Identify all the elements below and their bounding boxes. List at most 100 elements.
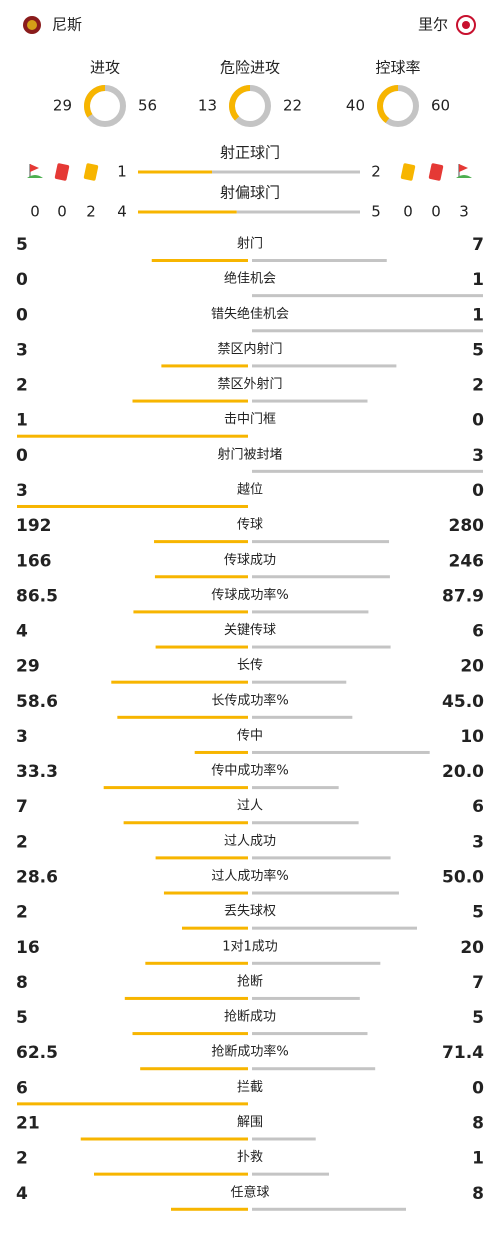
stat-label: 过人 — [237, 799, 263, 814]
stat-home: 0 — [16, 270, 28, 290]
stat-home: 192 — [16, 516, 52, 536]
ring-arc — [229, 85, 251, 121]
stat-label: 长传成功率% — [211, 692, 288, 708]
stat-label: 传球 — [237, 518, 263, 533]
home-bar — [163, 891, 248, 895]
ring-away: 60 — [431, 97, 450, 115]
away-bar — [252, 645, 391, 649]
stat-label: 拦截 — [237, 1080, 263, 1095]
stat-home: 16 — [16, 938, 40, 958]
ring-away: 22 — [283, 97, 302, 115]
stat-away: 20 — [460, 657, 484, 677]
stat-label: 击中门框 — [224, 412, 276, 427]
home-bar — [103, 786, 249, 790]
stat-home: 5 — [16, 235, 28, 255]
home-corners: 0 — [30, 203, 40, 221]
stat-home: 58.6 — [16, 692, 58, 712]
stat-label: 抢断成功 — [224, 1009, 276, 1025]
stat-away: 20 — [460, 938, 484, 958]
stat-label: 抢断成功率% — [211, 1044, 288, 1060]
stat-label: 抢断 — [237, 973, 263, 989]
stat-away: 0 — [472, 411, 484, 431]
stat-label: 错失绝佳机会 — [211, 306, 289, 322]
home-team: 尼斯 — [52, 16, 82, 34]
stat-home: 62.5 — [16, 1043, 58, 1063]
home-bar — [145, 961, 248, 965]
stat-home: 2 — [16, 832, 28, 852]
stat-away: 8 — [472, 1184, 484, 1204]
away-bar — [252, 259, 387, 262]
stat-away: 2 — [472, 376, 484, 396]
ring-label: 进攻 — [90, 59, 120, 77]
stat-away: 71.4 — [442, 1043, 484, 1063]
away-logo — [456, 15, 476, 35]
stat-label: 1对1成功 — [222, 939, 278, 954]
away-bar — [252, 575, 390, 579]
home-bar — [194, 750, 248, 754]
stat-label: 关键传球 — [224, 623, 276, 638]
stat-away: 1 — [472, 305, 484, 325]
stat-home: 5 — [16, 1008, 28, 1028]
ring-home: 40 — [346, 97, 365, 115]
stat-away: 45.0 — [442, 692, 484, 712]
home-bar — [171, 1207, 248, 1211]
stat-away: 3 — [472, 832, 484, 852]
ring-label: 危险进攻 — [220, 59, 280, 77]
away-bar — [252, 680, 347, 684]
home-bar — [155, 645, 248, 649]
stat-home: 29 — [16, 657, 40, 677]
stat-label: 任意球 — [230, 1184, 269, 1200]
away-bar — [252, 715, 353, 719]
flag-icon — [30, 164, 39, 172]
stat-home: 3 — [16, 727, 28, 747]
home-bar — [132, 399, 248, 403]
stat-label: 扑救 — [237, 1149, 263, 1165]
away-bar — [252, 891, 399, 895]
home-bar — [155, 856, 248, 860]
stat-label: 禁区外射门 — [217, 376, 282, 392]
home-red: 0 — [57, 203, 67, 221]
home-bar — [94, 1172, 248, 1176]
stat-home: 1 — [16, 411, 28, 431]
card-icon — [400, 163, 416, 181]
stat-home: 6 — [16, 1078, 28, 1098]
home-bar — [111, 680, 249, 684]
stat-away: 7 — [472, 235, 484, 255]
stat-away: 50.0 — [442, 868, 484, 888]
home-bar — [17, 434, 248, 438]
stat-label: 传球成功 — [224, 553, 276, 568]
ring-arc — [84, 85, 106, 118]
stat-home: 21 — [16, 1114, 40, 1134]
stat-away: 87.9 — [442, 586, 484, 606]
home-bar — [124, 996, 248, 1000]
stat-away: 246 — [449, 551, 485, 571]
home-bar — [182, 926, 248, 930]
card-icon — [428, 163, 444, 181]
ring-label: 控球率 — [375, 59, 420, 77]
shots-away: 5 — [371, 203, 381, 221]
stat-home: 28.6 — [16, 868, 58, 888]
shots-home: 4 — [117, 203, 127, 221]
stat-home: 86.5 — [16, 586, 58, 606]
stat-home: 0 — [16, 305, 28, 325]
away-bar — [252, 610, 369, 614]
shots-label: 射偏球门 — [220, 184, 280, 202]
stat-label: 传中成功率% — [211, 763, 288, 779]
stat-label: 传球成功率% — [211, 587, 288, 603]
stat-label: 过人成功率% — [211, 868, 288, 884]
stat-away: 6 — [472, 622, 484, 642]
home-bar — [151, 259, 248, 262]
stat-home: 4 — [16, 622, 28, 642]
stat-label: 禁区内射门 — [217, 341, 282, 357]
stat-home: 2 — [16, 376, 28, 396]
home-bar — [132, 1032, 248, 1036]
away-red: 0 — [431, 203, 441, 221]
away-bar — [252, 1032, 368, 1036]
stat-away: 280 — [449, 516, 485, 536]
card-icon — [54, 163, 70, 181]
stat-away: 5 — [472, 340, 484, 360]
home-bar — [140, 1067, 248, 1071]
stat-label: 过人成功 — [224, 834, 276, 849]
away-bar — [252, 1172, 329, 1176]
